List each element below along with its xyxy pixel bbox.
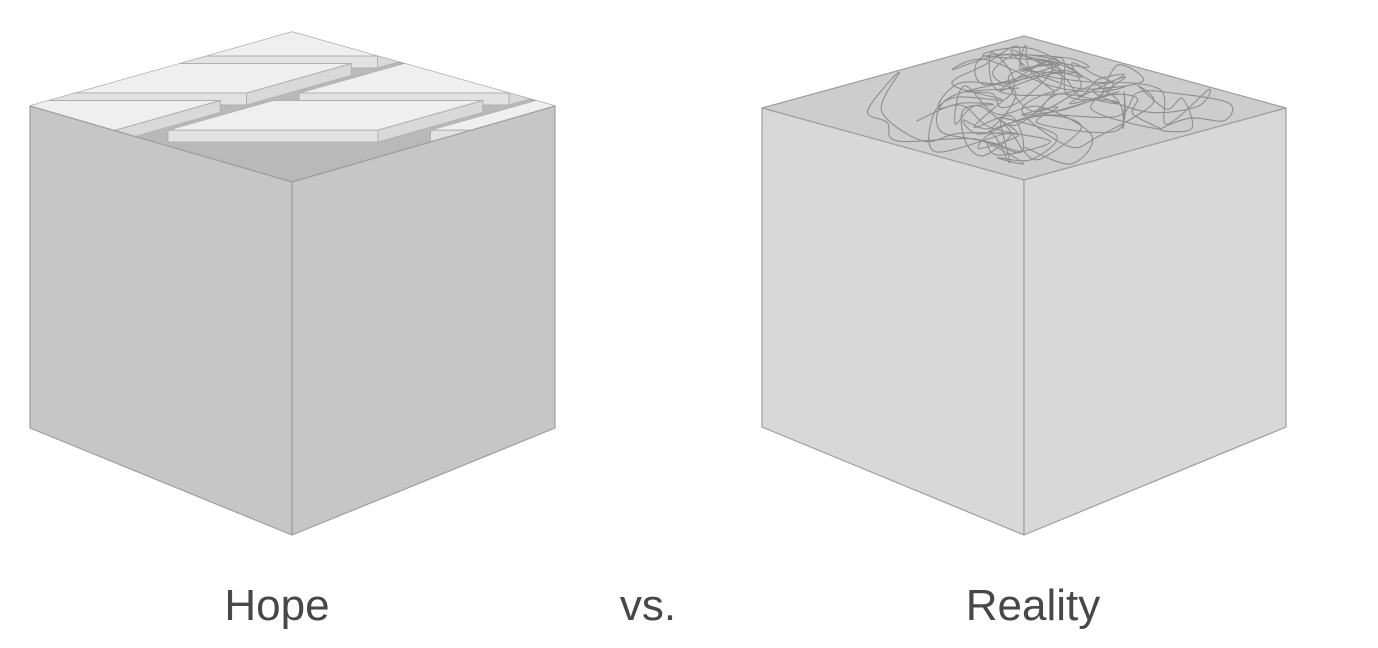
reality-tangle-line bbox=[867, 44, 1234, 165]
hope-tile-side bbox=[562, 93, 772, 105]
hope-tile bbox=[167, 100, 484, 143]
reality-label: Reality bbox=[965, 581, 1101, 630]
hope-tile-top bbox=[429, 32, 555, 57]
hope-tile-side bbox=[167, 129, 379, 143]
hope-tile bbox=[429, 26, 745, 69]
hope-tile-top bbox=[167, 100, 484, 131]
hope-label: Hope bbox=[224, 581, 330, 630]
hope-box-right-face bbox=[291, 105, 556, 536]
versus-label: vs. bbox=[619, 581, 677, 630]
hope-tile-top bbox=[693, 26, 1008, 56]
hope-tile-top bbox=[562, 64, 877, 94]
reality-box-right-face bbox=[1023, 107, 1287, 536]
reality-tangle bbox=[867, 44, 1234, 165]
hope-tile-side bbox=[693, 56, 903, 68]
hope-tile-side bbox=[508, 63, 555, 106]
hope-tile-side bbox=[640, 26, 745, 68]
reality-box bbox=[761, 35, 1287, 536]
reality-box-left-face bbox=[761, 107, 1025, 536]
hope-tile-side bbox=[377, 32, 483, 69]
hope-tile-side bbox=[641, 101, 746, 143]
hope-tile-side bbox=[429, 55, 555, 69]
hope-tile bbox=[167, 32, 483, 69]
hope-box-left-face bbox=[29, 105, 293, 536]
